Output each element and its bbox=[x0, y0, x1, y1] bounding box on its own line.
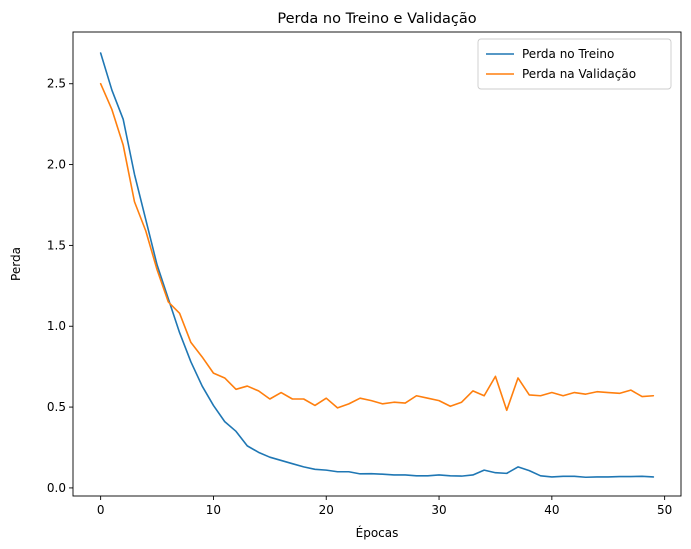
chart-title: Perda no Treino e Validação bbox=[277, 11, 476, 27]
y-tick-label: 1.5 bbox=[47, 238, 66, 252]
y-tick-label: 2.0 bbox=[47, 158, 66, 172]
y-tick-label: 2.5 bbox=[47, 77, 66, 91]
y-tick-label: 1.0 bbox=[47, 319, 66, 333]
x-tick-label: 50 bbox=[657, 503, 672, 517]
x-tick-label: 10 bbox=[206, 503, 221, 517]
plot-background bbox=[73, 32, 681, 496]
x-tick-label: 40 bbox=[544, 503, 559, 517]
legend-box bbox=[477, 38, 672, 90]
series-layer bbox=[99, 52, 655, 479]
y-axis-label: Perda bbox=[9, 247, 23, 281]
x-tick-label: 0 bbox=[97, 503, 105, 517]
legend: Perda no Treino Perda na Validação bbox=[477, 38, 672, 90]
x-tick-label: 20 bbox=[319, 503, 334, 517]
series-line-0 bbox=[99, 52, 655, 479]
x-axis-label: Épocas bbox=[356, 525, 399, 540]
y-tick-label: 0.5 bbox=[47, 400, 66, 414]
plot-area bbox=[73, 32, 681, 496]
axes-layer: 0 10 20 30 40 50 0.0 0.5 1.0 1.5 2.0 2.5 bbox=[47, 31, 682, 517]
x-tick-label: 30 bbox=[431, 503, 446, 517]
y-tick-label: 0.0 bbox=[47, 481, 66, 495]
series-line-1 bbox=[99, 82, 655, 412]
axes-frame bbox=[72, 31, 682, 497]
legend-label-1: Perda na Validação bbox=[522, 67, 636, 81]
legend-label-0: Perda no Treino bbox=[522, 47, 614, 61]
